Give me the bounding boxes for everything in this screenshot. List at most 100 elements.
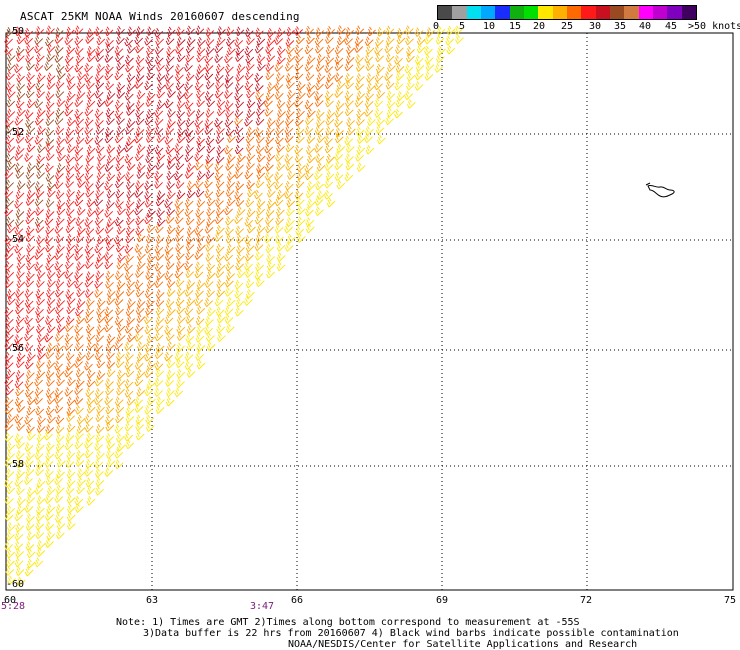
wind-barb: [124, 387, 134, 398]
wind-barb: [305, 223, 315, 234]
wind-barb: [106, 359, 116, 369]
wind-barb: [136, 341, 146, 351]
wind-barb: [45, 127, 55, 137]
wind-barb: [55, 233, 65, 244]
wind-barb: [66, 143, 76, 154]
wind-barb: [234, 82, 244, 92]
wind-barb: [244, 234, 254, 245]
wind-barb: [274, 134, 284, 145]
scale-swatch-0: [438, 6, 453, 19]
wind-barb: [136, 351, 146, 362]
note-line-3: NOAA/NESDIS/Center for Satellite Applica…: [288, 639, 638, 650]
wind-barb: [46, 296, 56, 306]
wind-barb: [105, 43, 115, 54]
wind-barb: [225, 26, 235, 37]
wind-barb: [156, 207, 165, 218]
wind-barb: [86, 377, 96, 388]
wind-barb: [184, 351, 194, 362]
wind-barb: [235, 72, 245, 82]
wind-barb: [156, 99, 166, 110]
wind-barb: [114, 234, 124, 245]
wind-barb: [165, 387, 175, 398]
wind-barb: [115, 242, 125, 253]
wind-barb: [305, 71, 315, 82]
wind-barb: [196, 198, 206, 208]
wind-barb: [94, 206, 104, 216]
wind-barb: [176, 323, 186, 334]
wind-barb: [315, 153, 325, 163]
wind-barb: [186, 180, 196, 191]
wind-barb: [65, 223, 75, 234]
wind-barb: [26, 61, 35, 71]
wind-barb: [165, 62, 174, 73]
wind-barb: [155, 396, 165, 406]
wind-barb: [206, 341, 216, 351]
wind-barb: [214, 296, 224, 307]
wind-barb: [274, 224, 284, 234]
wind-barb: [35, 80, 45, 91]
wind-barb: [294, 144, 304, 155]
wind-barb: [225, 261, 235, 272]
wind-barb: [255, 90, 264, 101]
wind-barb: [66, 477, 76, 488]
wind-barb: [46, 25, 55, 36]
wind-barb: [205, 135, 215, 146]
wind-barb: [125, 351, 134, 362]
wind-barb: [294, 44, 304, 55]
wind-barb: [186, 324, 196, 334]
wind-barb: [316, 161, 326, 172]
wind-barb: [56, 135, 65, 146]
wind-barb: [185, 333, 195, 343]
wind-barb: [186, 296, 196, 307]
wind-barb: [94, 350, 104, 361]
wind-barb: [325, 44, 335, 55]
wind-barb: [14, 340, 24, 351]
wind-barb: [5, 134, 15, 145]
wind-barb: [45, 242, 54, 253]
wind-barb: [344, 171, 354, 182]
wind-barb: [26, 513, 35, 523]
wind-barb: [96, 152, 106, 162]
wind-barb: [435, 35, 445, 45]
wind-barb: [55, 342, 64, 353]
wind-barb: [66, 188, 75, 198]
wind-barb: [104, 322, 114, 333]
wind-barb: [135, 287, 145, 298]
wind-barb: [376, 89, 386, 99]
wind-barb: [274, 62, 284, 72]
wind-barb: [304, 163, 314, 173]
wind-barb: [155, 404, 165, 414]
wind-barb: [225, 215, 234, 226]
wind-barb: [215, 154, 225, 164]
wind-barb: [125, 225, 135, 236]
wind-barb: [305, 25, 314, 36]
wind-barb: [134, 360, 144, 370]
wind-barb: [176, 304, 186, 315]
wind-barb: [155, 315, 165, 325]
wind-barb: [125, 367, 135, 378]
wind-barb: [135, 99, 145, 110]
scale-label-0: 0: [433, 21, 440, 32]
wind-barb: [66, 520, 76, 530]
scale-label-10: >50 knots: [688, 21, 740, 32]
wind-barb: [254, 241, 264, 252]
wind-barb: [296, 34, 305, 45]
wind-barb: [86, 97, 96, 108]
wind-barb: [4, 376, 14, 387]
wind-barb: [75, 170, 85, 181]
wind-barb: [95, 485, 104, 496]
scale-swatch-14: [638, 6, 653, 19]
wind-barb: [95, 424, 105, 434]
wind-barb: [206, 97, 216, 108]
wind-barb: [114, 449, 124, 459]
wind-barb: [424, 71, 434, 81]
wind-barb: [287, 89, 296, 100]
wind-barb: [195, 232, 205, 243]
wind-barb: [196, 97, 206, 108]
wind-barb: [96, 358, 106, 369]
wind-barb: [205, 332, 215, 342]
wind-barb: [276, 242, 286, 252]
wind-barb: [94, 441, 103, 451]
wind-barb: [44, 494, 54, 504]
wind-barb: [306, 134, 316, 144]
